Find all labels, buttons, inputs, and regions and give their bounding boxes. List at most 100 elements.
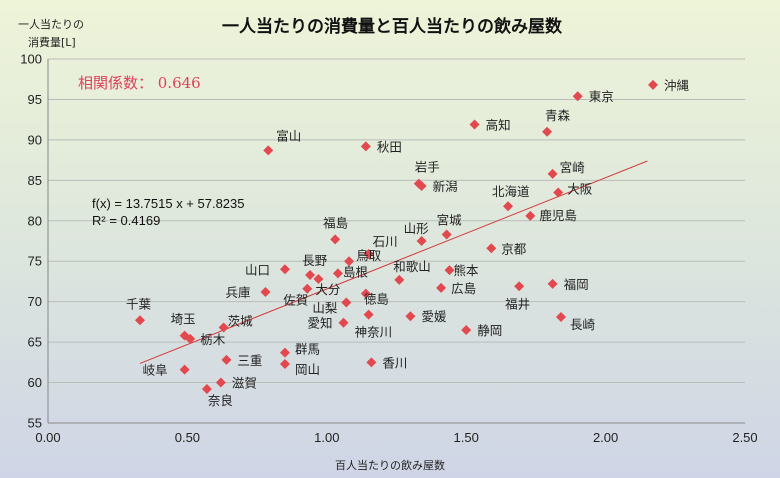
- data-point: [547, 168, 558, 179]
- data-point-label: 岩手: [415, 160, 440, 175]
- data-point-label: 福井: [505, 296, 530, 311]
- data-point-label: 三重: [237, 353, 262, 368]
- data-point-label: 山形: [404, 221, 430, 236]
- y-tick-label: 75: [28, 254, 42, 269]
- data-point-label: 島根: [343, 264, 369, 279]
- trendline-equation: f(x) = 13.7515 x + 57.8235: [92, 196, 245, 211]
- data-point: [441, 229, 452, 240]
- data-point-label: 鳥取: [356, 248, 382, 263]
- data-point: [260, 286, 271, 297]
- data-point: [218, 322, 229, 333]
- data-point-label: 大分: [315, 282, 340, 297]
- data-point-label: 愛知: [308, 316, 333, 331]
- data-point: [525, 210, 536, 221]
- data-point: [363, 248, 374, 259]
- data-point: [221, 354, 232, 365]
- data-point-label: 秋田: [377, 139, 402, 154]
- data-point-label: 熊本: [453, 263, 479, 278]
- x-tick-label: 0.50: [175, 430, 200, 445]
- data-point-label: 宮城: [437, 213, 463, 228]
- data-point: [279, 347, 290, 358]
- data-point: [330, 234, 341, 245]
- data-point: [332, 268, 343, 279]
- y-tick-label: 90: [28, 132, 42, 147]
- data-point: [542, 126, 553, 137]
- data-point-label: 沖縄: [664, 78, 690, 93]
- data-point: [338, 317, 349, 328]
- data-point: [313, 274, 324, 285]
- data-point-label: 愛媛: [421, 309, 447, 324]
- data-point-label: 鹿児島: [539, 208, 577, 223]
- data-point: [416, 180, 427, 191]
- x-axis-title: 百人当たりの飲み屋数: [335, 458, 445, 472]
- data-point-label: 兵庫: [225, 285, 250, 300]
- data-point-label: 静岡: [477, 323, 502, 338]
- correlation-label: 相関係数： 0.646: [78, 74, 201, 92]
- data-point: [547, 278, 558, 289]
- data-point-label: 千葉: [126, 296, 152, 311]
- data-point-label: 京都: [501, 241, 527, 256]
- data-point-label: 茨城: [228, 314, 254, 329]
- data-point-label: 佐賀: [283, 293, 308, 308]
- data-point: [263, 145, 274, 156]
- data-point-label: 山梨: [312, 300, 338, 315]
- data-point-label: 福岡: [564, 277, 589, 292]
- data-point-label: 山口: [245, 262, 270, 277]
- data-point: [185, 333, 196, 344]
- data-point: [179, 364, 190, 375]
- data-point-label: 青森: [545, 108, 571, 123]
- data-point: [360, 141, 371, 152]
- data-point: [302, 283, 313, 294]
- data-point: [514, 281, 525, 292]
- data-point: [444, 265, 455, 276]
- data-point-label: 高知: [486, 118, 511, 133]
- x-tick-label: 0.00: [35, 430, 60, 445]
- data-point: [469, 119, 480, 130]
- data-point: [215, 377, 226, 388]
- data-point: [503, 201, 514, 212]
- x-tick-label: 2.00: [593, 430, 618, 445]
- data-point-label: 神奈川: [355, 325, 393, 340]
- data-point: [366, 357, 377, 368]
- data-point: [135, 315, 146, 326]
- data-point: [360, 288, 371, 299]
- x-tick-label: 1.00: [314, 430, 339, 445]
- y-axis-title-line2: 消費量[L]: [28, 35, 76, 49]
- data-point-label: 大阪: [567, 181, 593, 196]
- data-point: [486, 243, 497, 254]
- data-point-label: 徳島: [364, 292, 389, 307]
- x-tick-label: 1.50: [454, 430, 479, 445]
- data-point: [647, 79, 658, 90]
- data-point: [279, 264, 290, 275]
- data-point: [553, 187, 564, 198]
- data-point: [341, 297, 352, 308]
- data-point-label: 石川: [373, 234, 398, 249]
- data-point-label: 群馬: [295, 342, 320, 357]
- y-tick-label: 80: [28, 213, 42, 228]
- data-point: [436, 282, 447, 293]
- data-point-label: 長崎: [570, 317, 596, 332]
- data-point: [201, 384, 212, 395]
- r-squared-label: R² = 0.4169: [92, 213, 160, 228]
- y-tick-label: 70: [28, 294, 42, 309]
- x-tick-label: 2.50: [732, 430, 757, 445]
- data-point: [416, 236, 427, 246]
- y-tick-label: 85: [28, 173, 42, 188]
- data-point: [394, 274, 405, 285]
- y-axis-title-line1: 一人当たりの: [18, 17, 84, 31]
- y-tick-label: 100: [20, 52, 42, 67]
- data-point: [363, 309, 374, 320]
- data-point-label: 栃木: [200, 332, 226, 347]
- data-point-label: 広島: [451, 281, 476, 296]
- data-point-label: 岐阜: [143, 363, 168, 378]
- data-point-label: 奈良: [208, 393, 233, 408]
- data-point-label: 北海道: [492, 184, 530, 199]
- data-point-label: 香川: [382, 355, 407, 370]
- data-point: [305, 269, 316, 280]
- data-point-label: 宮崎: [560, 160, 586, 175]
- y-tick-label: 95: [28, 92, 42, 107]
- data-point-label: 富山: [276, 128, 301, 143]
